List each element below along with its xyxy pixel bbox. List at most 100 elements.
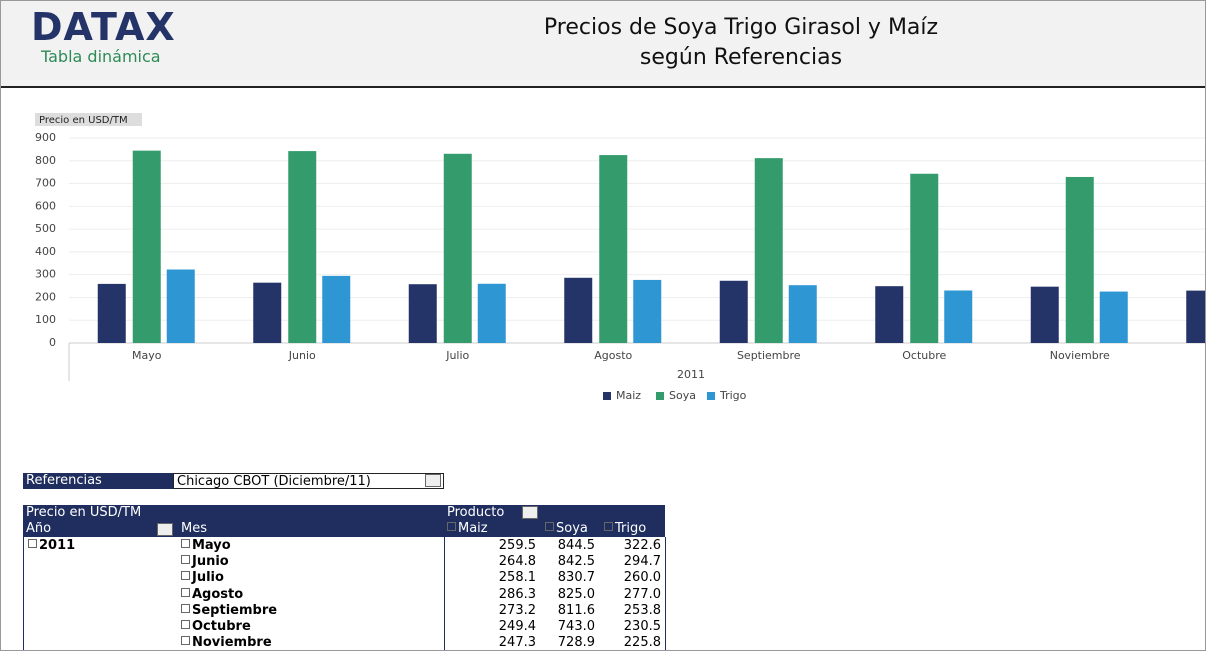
title: según Referencias <box>639 45 843 70</box>
x-axis-title: 2011 <box>677 368 705 381</box>
month-text: Mayo <box>192 538 231 553</box>
bar <box>408 284 437 343</box>
expand-icon[interactable] <box>181 571 190 581</box>
expand-icon[interactable] <box>604 522 613 531</box>
legend-label: Maiz <box>616 389 641 402</box>
table-value-text: 294.7 <box>623 554 661 570</box>
y-label-button[interactable] <box>35 113 142 126</box>
table-value-text: 286.3 <box>498 586 536 602</box>
table-value: 286.3 <box>444 587 542 603</box>
logo-subtitle: Tabla dinámica <box>41 47 161 66</box>
table-value-text: 258.1 <box>498 570 536 586</box>
x-tick-label: Junio <box>288 349 316 362</box>
column-header-text: Año <box>26 521 52 536</box>
table-value: 259.5 <box>444 538 542 554</box>
table-value: 811.6 <box>542 603 601 619</box>
month: Septiembre <box>178 603 444 619</box>
bar <box>97 283 126 343</box>
filter-value[interactable]: Chicago CBOT (Diciembre/11) <box>173 473 444 489</box>
bar <box>166 269 195 343</box>
y-tick-label: 0 <box>49 336 56 349</box>
column-header: Maiz <box>444 521 542 537</box>
table-value-text: 264.8 <box>498 554 536 570</box>
table-value-text: 253.8 <box>623 602 661 618</box>
y-tick-label: 100 <box>35 313 56 326</box>
column-header-text: Mes <box>181 521 207 536</box>
table-value-text: 322.6 <box>623 538 661 553</box>
y-tick-label: 800 <box>35 154 56 167</box>
column-field: Producto <box>444 505 665 521</box>
table-value-text: 277.0 <box>623 586 661 602</box>
table-value-text: 844.5 <box>557 538 595 553</box>
bar <box>633 279 662 343</box>
y-tick-label: 200 <box>35 290 56 303</box>
expand-icon[interactable] <box>181 555 190 565</box>
table-value: 842.5 <box>542 554 601 570</box>
column-header: Trigo <box>601 521 665 537</box>
expand-icon[interactable] <box>447 522 456 531</box>
header: DATAX Tabla dinámica Precios de Soya Tri… <box>1 1 1205 88</box>
dropdown[interactable] <box>425 474 441 487</box>
filter-label: Referencias <box>23 473 173 489</box>
x-tick-label: Noviembre <box>1050 349 1110 362</box>
table-value-text: 230.5 <box>623 619 661 634</box>
table-value: 322.6 <box>601 538 665 554</box>
table-value-text: 830.7 <box>557 570 595 586</box>
table-value: 258.1 <box>444 570 542 586</box>
expand-icon[interactable] <box>181 587 190 597</box>
bar <box>322 275 351 343</box>
column-header-text: Trigo <box>615 521 647 536</box>
year-text: 2011 <box>39 538 76 553</box>
bar <box>944 290 973 343</box>
y-tick-label: 400 <box>35 245 56 258</box>
month-text: Julio <box>192 570 224 586</box>
month: Octubre <box>178 619 444 635</box>
bar <box>875 286 904 343</box>
table-value: 260.0 <box>601 570 665 586</box>
bar <box>443 153 472 343</box>
bar <box>1186 290 1205 343</box>
expand-icon[interactable] <box>181 603 190 613</box>
legend-label: Soya <box>669 389 696 402</box>
table-value: 247.3 <box>444 635 542 650</box>
expand-icon[interactable] <box>28 539 37 548</box>
month-text: Agosto <box>192 586 244 602</box>
bar <box>910 173 939 343</box>
table-value-text: 842.5 <box>557 554 595 570</box>
y-tick-label: 300 <box>35 268 56 281</box>
table-value: 249.4 <box>444 619 542 635</box>
table-value-text: 249.4 <box>498 619 536 634</box>
expand-icon[interactable] <box>181 539 190 548</box>
bar <box>788 285 817 343</box>
month: Noviembre <box>178 635 444 651</box>
expand-icon[interactable] <box>181 620 190 629</box>
table-value: 294.7 <box>601 554 665 570</box>
bar <box>719 280 748 343</box>
table-value-text: 728.9 <box>557 635 595 651</box>
legend-swatch <box>707 392 715 400</box>
table-value: 825.0 <box>542 587 601 603</box>
expand-icon[interactable] <box>545 522 554 531</box>
x-tick-label: Octubre <box>902 349 946 362</box>
month-text: Noviembre <box>192 635 272 651</box>
table-value: 728.9 <box>542 635 601 651</box>
dropdown[interactable] <box>157 523 173 536</box>
table-value: 844.5 <box>542 538 601 554</box>
bar <box>754 158 783 343</box>
month-text: Octubre <box>192 619 251 634</box>
expand-icon[interactable] <box>181 636 190 646</box>
bar <box>1099 291 1128 343</box>
table-value-text: 825.0 <box>557 586 595 602</box>
table-value: 273.2 <box>444 603 542 619</box>
bar <box>564 277 593 343</box>
column-field-text: Producto <box>447 505 505 520</box>
column-header-text: Maiz <box>458 521 488 536</box>
corner-label-text: Precio en USD/TM <box>26 505 142 520</box>
y-tick-label: 500 <box>35 222 56 235</box>
legend-label: Trigo <box>719 389 747 402</box>
table-value: 830.7 <box>542 570 601 586</box>
bar <box>1065 176 1094 343</box>
dropdown[interactable] <box>522 506 538 519</box>
table-value-text: 811.6 <box>557 602 595 618</box>
table-value: 264.8 <box>444 554 542 570</box>
